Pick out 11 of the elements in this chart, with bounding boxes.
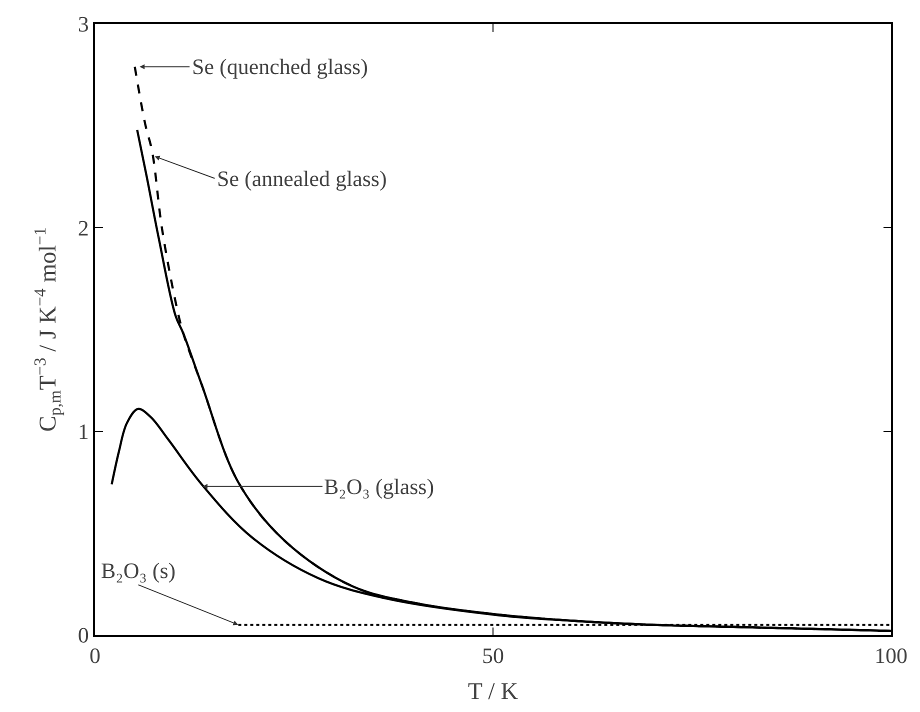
annotation: Se (quenched glass) [192, 54, 368, 79]
x-axis-title: T / K [468, 678, 519, 705]
y-tick-label: 3 [78, 12, 89, 37]
y-tick-label: 0 [78, 622, 89, 648]
x-tick-label: 100 [874, 643, 908, 668]
y-tick-label: 2 [78, 215, 89, 240]
y-tick-label: 1 [78, 419, 89, 444]
x-tick-label: 50 [482, 643, 504, 668]
annotation: Se (annealed glass) [217, 166, 387, 191]
annotation: B₂O₃ (s) [101, 558, 176, 583]
annotation: B₂O₃ (glass) [324, 474, 434, 499]
